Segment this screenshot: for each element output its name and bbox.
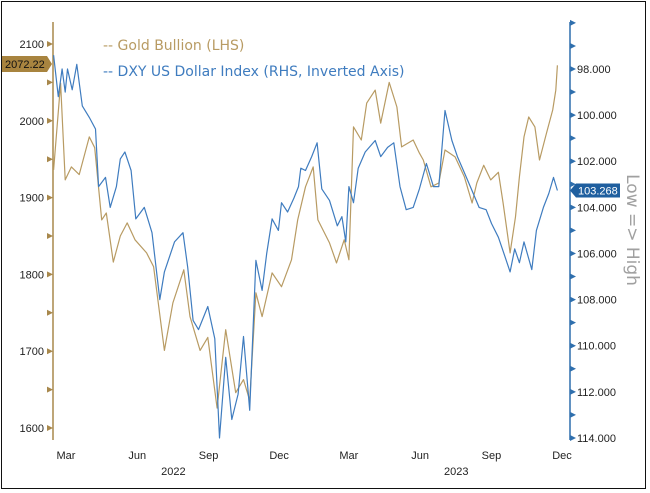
left-axis-tick-label: 1800 bbox=[20, 269, 44, 281]
dxy-last-value-tag bbox=[570, 183, 620, 198]
right-axis-tick bbox=[570, 365, 576, 372]
x-axis-month-label: Dec bbox=[552, 450, 572, 462]
left-axis-tick bbox=[47, 309, 53, 316]
left-axis-tick-label: 2100 bbox=[20, 39, 44, 51]
x-axis-month-label: Mar bbox=[339, 450, 358, 462]
x-axis-year-label: 2022 bbox=[161, 466, 185, 478]
right-axis-tick-label: 100.000 bbox=[577, 110, 617, 122]
x-axis-month-label: Mar bbox=[57, 450, 76, 462]
right-axis-tick bbox=[570, 434, 576, 441]
left-axis-tick-label: 1600 bbox=[20, 423, 44, 435]
right-axis-tick bbox=[570, 296, 576, 303]
right-axis-tick bbox=[570, 135, 576, 142]
right-axis-tick-label: 104.000 bbox=[577, 202, 617, 214]
left-axis-tick bbox=[47, 194, 53, 201]
left-axis-tick bbox=[47, 79, 53, 86]
x-axis-month-label: Jun bbox=[411, 450, 429, 462]
right-axis-tick bbox=[570, 42, 576, 49]
right-axis-tick bbox=[570, 204, 576, 211]
x-axis-month-label: Sep bbox=[482, 450, 502, 462]
left-axis-tick-label: 1900 bbox=[20, 193, 44, 205]
left-axis-tick bbox=[47, 348, 53, 355]
left-axis-tick bbox=[47, 233, 53, 239]
right-axis-tick bbox=[570, 158, 576, 165]
right-axis-tick-label: 108.000 bbox=[577, 295, 617, 307]
right-axis-tick bbox=[570, 388, 576, 395]
gold-last-value-tag bbox=[2, 56, 52, 72]
right-axis-tick bbox=[570, 227, 576, 234]
x-axis-month-label: Dec bbox=[269, 450, 289, 462]
right-axis-tick-label: 112.000 bbox=[577, 387, 616, 399]
right-axis-tick bbox=[570, 273, 576, 280]
right-axis-tick-label: 106.000 bbox=[577, 248, 617, 260]
left-axis-tick bbox=[47, 271, 53, 278]
left-axis-tick-label: 1700 bbox=[20, 346, 44, 358]
left-axis-tick bbox=[47, 41, 53, 47]
right-axis-tick-label: 102.000 bbox=[577, 156, 617, 168]
left-axis-tick bbox=[47, 117, 53, 124]
right-axis-tick-label: 114.000 bbox=[577, 433, 616, 445]
legend-entry-dxy: -- DXY US Dollar Index (RHS, Inverted Ax… bbox=[103, 64, 405, 80]
left-axis-tick bbox=[47, 156, 53, 163]
right-axis-label: Low => High bbox=[622, 174, 642, 286]
right-axis-tick bbox=[570, 342, 576, 349]
left-axis-tick-label: 2000 bbox=[20, 116, 44, 128]
x-axis-month-label: Sep bbox=[199, 450, 219, 462]
right-axis-tick bbox=[570, 112, 576, 119]
series-line-dxy bbox=[53, 55, 558, 439]
right-axis-tick bbox=[570, 19, 576, 26]
dxy-last-value-text: 103.268 bbox=[578, 185, 618, 197]
right-axis-tick bbox=[570, 319, 576, 326]
left-axis-tick bbox=[47, 386, 53, 393]
right-axis-tick bbox=[570, 89, 576, 96]
right-axis-tick bbox=[570, 181, 576, 188]
gold-last-value-text: 2072.22 bbox=[5, 59, 45, 71]
x-axis-month-label: Jun bbox=[128, 450, 146, 462]
right-axis-tick bbox=[570, 66, 576, 72]
legend-entry-gold: -- Gold Bullion (LHS) bbox=[103, 38, 244, 54]
series-line-gold bbox=[53, 65, 558, 409]
right-axis-tick-label: 98.000 bbox=[577, 64, 611, 76]
x-axis-year-label: 2023 bbox=[444, 466, 468, 478]
right-axis-tick-label: 110.000 bbox=[577, 341, 616, 353]
right-axis-tick bbox=[570, 411, 576, 418]
left-axis-tick bbox=[47, 425, 53, 431]
right-axis-tick bbox=[570, 250, 576, 257]
